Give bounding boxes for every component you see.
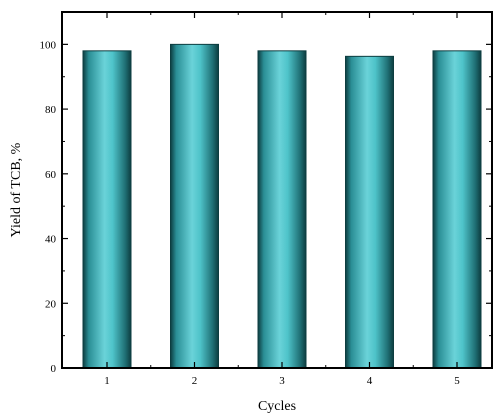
y-tick-label: 60 (45, 169, 57, 181)
bar-cycle-5 (432, 50, 482, 369)
y-tick-label: 20 (45, 298, 57, 310)
bar-cycle-3 (257, 50, 307, 369)
y-tick-label: 80 (45, 104, 57, 116)
x-tick-label: 1 (104, 375, 110, 387)
y-axis-title: Yield of TCB, % (9, 142, 24, 237)
x-tick-label: 4 (367, 375, 373, 387)
x-axis: 1 2 3 4 5 (104, 12, 460, 387)
y-tick-label: 0 (51, 363, 57, 375)
bar-cycle-4 (345, 55, 394, 369)
y-axis: 0 20 40 60 80 100 (40, 39, 492, 375)
x-tick-label: 2 (192, 375, 198, 387)
x-tick-label: 5 (454, 375, 460, 387)
plot-frame (61, 11, 493, 369)
y-tick-label: 40 (45, 234, 57, 246)
y-tick-label: 100 (40, 39, 57, 51)
x-axis-title: Cycles (258, 399, 296, 414)
bars-group (82, 43, 482, 369)
x-tick-label: 3 (279, 375, 285, 387)
bar-cycle-2 (170, 43, 219, 369)
bar-cycle-1 (82, 50, 132, 369)
